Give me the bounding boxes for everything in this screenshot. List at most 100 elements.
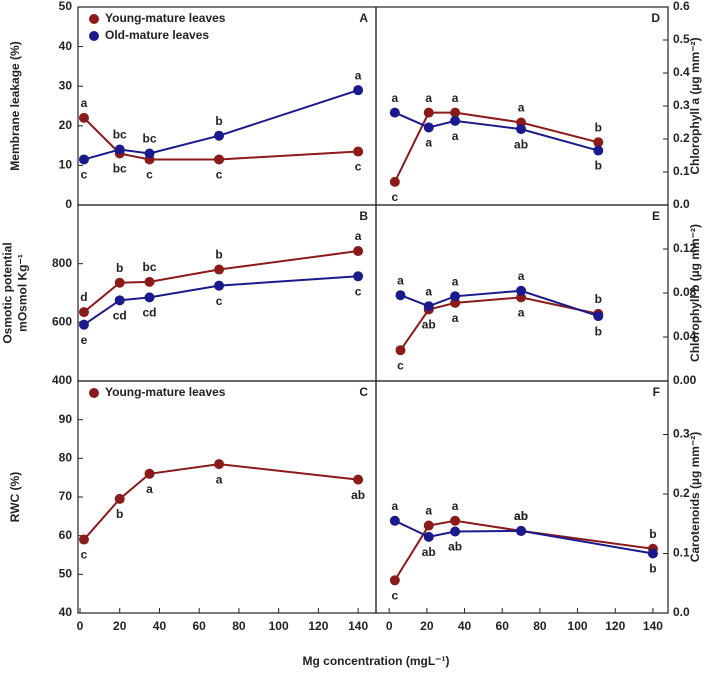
data-point [389, 575, 400, 586]
data-point [353, 246, 364, 257]
significance-letter: a [452, 129, 459, 143]
panel-label: F [653, 385, 660, 399]
significance-letter: b [649, 527, 656, 541]
data-point [353, 85, 364, 96]
y-axis-label: Carotenoids (µg mm⁻²) [688, 432, 702, 563]
significance-letter: cd [113, 309, 127, 323]
y-tick-label: 60 [59, 528, 73, 542]
significance-letter: a [146, 482, 153, 496]
significance-letter: a [518, 101, 525, 115]
y-tick-label: 0.3 [673, 427, 690, 441]
significance-letter: c [216, 168, 223, 182]
significance-letter: ab [514, 137, 528, 151]
data-point [78, 112, 89, 123]
data-point [353, 271, 364, 282]
legend-marker [89, 31, 99, 41]
y-tick-label: 40 [59, 605, 73, 619]
y-tick-label: 0.1 [673, 164, 690, 178]
y-tick-label: 0.0 [673, 605, 690, 619]
x-tick-label: 140 [643, 619, 663, 633]
data-point [114, 277, 125, 288]
data-point [647, 548, 658, 559]
legend-label: Old-mature leaves [105, 28, 209, 42]
data-point [395, 290, 406, 301]
y-axis-label: RWC (%) [8, 472, 22, 522]
significance-letter: a [452, 274, 459, 288]
y-tick-label: 0.12 [673, 241, 697, 255]
data-point [214, 130, 225, 141]
panel-frame [375, 380, 669, 614]
data-point [214, 459, 225, 470]
panel-label: A [359, 11, 368, 25]
y-tick-label: 70 [59, 489, 73, 503]
data-point [423, 107, 434, 118]
data-point [423, 520, 434, 531]
data-point [144, 292, 155, 303]
x-tick-label: 20 [420, 619, 434, 633]
data-point [423, 531, 434, 542]
x-axis-label: Mg concentration (mgL⁻¹) [303, 654, 450, 668]
data-point [395, 345, 406, 356]
data-point [593, 137, 604, 148]
data-point [450, 515, 461, 526]
significance-letter: a [452, 91, 459, 105]
data-point [144, 148, 155, 159]
significance-letter: b [595, 292, 602, 306]
x-tick-label: 80 [533, 619, 547, 633]
data-point [516, 525, 527, 536]
y-tick-label: 0.08 [673, 285, 697, 299]
significance-letter: a [397, 273, 404, 287]
significance-letter: b [215, 248, 222, 262]
x-tick-label: 100 [269, 619, 289, 633]
y-tick-label: 0.04 [673, 329, 697, 343]
y-tick-label: 0 [65, 197, 72, 211]
significance-letter: a [425, 504, 432, 518]
significance-letter: c [391, 588, 398, 602]
significance-letter: ab [514, 509, 528, 523]
significance-letter: b [116, 507, 123, 521]
y-axis-label: Chlorophyll b (µg mm⁻²) [688, 224, 702, 362]
x-tick-label: 120 [605, 619, 625, 633]
data-point [353, 474, 364, 485]
y-tick-label: 0.2 [673, 486, 690, 500]
y-tick-label: 20 [59, 118, 73, 132]
y-tick-label: 0.5 [673, 32, 690, 46]
significance-letter: ab [514, 509, 528, 523]
significance-letter: b [116, 261, 123, 275]
y-tick-label: 600 [52, 315, 72, 329]
y-axis-label: mOsmol Kg⁻¹ [16, 254, 30, 332]
y-tick-label: 80 [59, 451, 73, 465]
x-tick-label: 80 [232, 619, 246, 633]
significance-letter: c [81, 168, 88, 182]
data-point [353, 146, 364, 157]
y-tick-label: 0.0 [673, 197, 690, 211]
data-point [423, 122, 434, 133]
significance-letter: a [355, 68, 362, 82]
y-tick-label: 90 [59, 412, 73, 426]
significance-letter: c [216, 294, 223, 308]
panel-label: D [651, 11, 660, 25]
y-axis-label: Membrane leakage (%) [8, 41, 22, 170]
data-point [593, 145, 604, 156]
significance-letter: bc [113, 162, 127, 176]
data-point [450, 107, 461, 118]
y-tick-label: 0.6 [673, 0, 690, 13]
significance-letter: a [452, 311, 459, 325]
significance-letter: b [595, 159, 602, 173]
y-tick-label: 0.00 [673, 373, 697, 387]
significance-letter: ab [351, 488, 365, 502]
data-point [516, 285, 527, 296]
y-tick-label: 0.4 [673, 65, 690, 79]
data-point [78, 154, 89, 165]
y-axis-label: Osmotic potential [1, 242, 15, 343]
data-point [144, 468, 155, 479]
significance-letter: bc [143, 260, 157, 274]
significance-letter: a [81, 96, 88, 110]
significance-letter: c [81, 548, 88, 562]
significance-letter: e [81, 333, 88, 347]
x-tick-label: 40 [458, 619, 472, 633]
y-tick-label: 30 [59, 78, 73, 92]
data-point [114, 144, 125, 155]
significance-letter: a [391, 91, 398, 105]
data-point [593, 311, 604, 322]
